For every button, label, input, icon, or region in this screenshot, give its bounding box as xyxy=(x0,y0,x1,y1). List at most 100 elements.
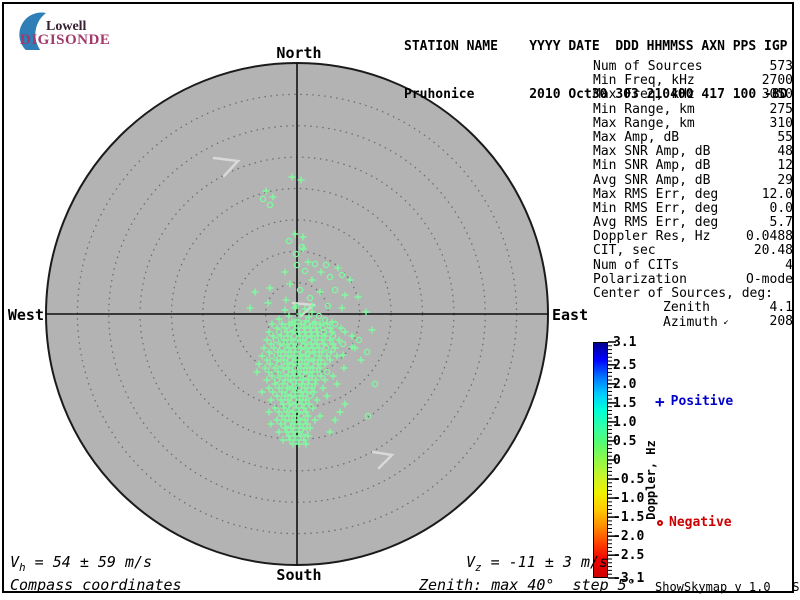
circle-marker-icon xyxy=(657,519,663,526)
source-point-plus xyxy=(290,372,298,380)
stat-label: CIT, sec xyxy=(593,243,656,259)
source-point-plus xyxy=(306,424,314,432)
source-point-plus xyxy=(273,392,281,400)
source-point-plus xyxy=(293,348,301,356)
source-point-plus xyxy=(309,404,317,412)
source-point-plus xyxy=(308,372,316,380)
stat-label: Min RMS Err, deg xyxy=(593,200,719,216)
compass-south-label: South xyxy=(276,566,322,584)
source-point-circle xyxy=(339,340,347,348)
source-point-plus xyxy=(288,173,296,181)
source-point-plus xyxy=(304,258,312,266)
source-point-plus xyxy=(305,313,313,321)
source-point-plus xyxy=(305,400,313,408)
stat-row: Num of CITs 4 xyxy=(593,258,793,273)
colorbar-tick-label: -3.1 xyxy=(613,571,645,586)
source-point-plus xyxy=(317,268,325,276)
source-point-plus xyxy=(310,356,318,364)
stat-row: Max Amp, dB 55 xyxy=(593,130,793,145)
source-point-plus xyxy=(316,364,324,372)
stat-label: Min SNR Amp, dB xyxy=(593,158,711,174)
stat-row: Max Range, km 310 xyxy=(593,115,793,131)
source-point-plus xyxy=(318,348,326,356)
source-point-plus xyxy=(335,336,343,344)
source-point-plus xyxy=(312,324,320,332)
source-point-plus xyxy=(326,356,334,364)
stat-row: Center of Sources, deg: xyxy=(593,286,793,301)
source-point-circle xyxy=(319,324,327,332)
source-point-plus xyxy=(297,320,305,328)
source-point-plus xyxy=(331,416,339,424)
source-point-plus xyxy=(263,336,271,344)
stat-label: Max Range, km xyxy=(593,115,695,131)
source-point-plus xyxy=(297,388,305,396)
source-point-plus xyxy=(269,332,277,340)
source-point-plus xyxy=(287,424,295,432)
source-point-plus xyxy=(265,328,273,336)
stat-value: 2700 xyxy=(761,73,793,89)
source-point-plus xyxy=(268,320,276,328)
source-point-plus xyxy=(285,320,293,328)
source-point-plus xyxy=(293,392,301,400)
source-point-plus xyxy=(280,336,288,344)
source-point-plus xyxy=(321,332,329,340)
source-point-plus xyxy=(308,276,316,284)
doppler-colorbar xyxy=(593,342,608,578)
source-point-plus xyxy=(334,264,342,272)
source-point-circle xyxy=(297,412,305,420)
source-point-plus xyxy=(246,304,254,312)
source-point-plus xyxy=(281,268,289,276)
source-point-plus xyxy=(285,412,293,420)
source-point-plus xyxy=(290,352,298,360)
source-point-plus xyxy=(316,288,324,296)
source-point-plus xyxy=(316,320,324,328)
source-point-plus xyxy=(292,380,300,388)
source-point-plus xyxy=(294,368,302,376)
source-point-plus xyxy=(287,392,295,400)
source-point-plus xyxy=(258,388,266,396)
source-point-circle xyxy=(311,260,319,268)
source-point-circle xyxy=(306,294,314,302)
source-point-plus xyxy=(285,344,293,352)
source-point-plus xyxy=(298,356,306,364)
source-point-plus xyxy=(265,368,273,376)
legend-negative-label: Negative xyxy=(669,515,732,530)
stat-value: 0.0488 xyxy=(746,229,793,245)
source-point-plus xyxy=(289,340,297,348)
source-point-plus xyxy=(284,396,292,404)
source-point-circle xyxy=(268,352,276,360)
source-point-plus xyxy=(275,315,283,323)
source-point-plus xyxy=(300,436,308,444)
compass-west-label: West xyxy=(7,306,44,324)
source-point-plus xyxy=(309,344,317,352)
stat-value: 573 xyxy=(769,59,793,74)
source-point-plus xyxy=(271,364,279,372)
source-point-plus xyxy=(295,440,303,448)
drift-arrow-icon xyxy=(371,450,395,470)
source-point-circle xyxy=(326,273,334,281)
stat-row: Min RMS Err, deg 0.0 xyxy=(593,200,793,216)
stat-label: Min Freq, kHz xyxy=(593,73,695,89)
source-point-plus xyxy=(265,348,273,356)
source-point-plus xyxy=(270,344,278,352)
source-point-plus xyxy=(304,432,312,440)
source-point-plus xyxy=(296,372,304,380)
source-point-plus xyxy=(262,187,270,195)
source-point-plus xyxy=(299,245,307,253)
source-point-plus xyxy=(311,336,319,344)
source-point-plus xyxy=(268,372,276,380)
source-point-plus xyxy=(291,344,299,352)
stat-value: 29 xyxy=(777,172,793,188)
legend-positive-label: Positive xyxy=(670,394,734,409)
source-point-plus xyxy=(279,380,287,388)
source-point-plus xyxy=(339,351,347,359)
source-point-plus xyxy=(274,368,282,376)
source-point-plus xyxy=(305,376,313,384)
source-point-plus xyxy=(295,328,303,336)
colorbar-tick-label: -0.5 xyxy=(613,472,645,488)
source-point-plus xyxy=(275,428,283,436)
source-point-plus xyxy=(281,376,289,384)
statistics-panel: Num of Sources 573 Min Freq, kHz 2700 Max Fr… xyxy=(593,59,793,330)
stat-row: Zenith 4.1 xyxy=(593,300,793,315)
colorbar-tick-label: -1.0 xyxy=(613,491,645,507)
